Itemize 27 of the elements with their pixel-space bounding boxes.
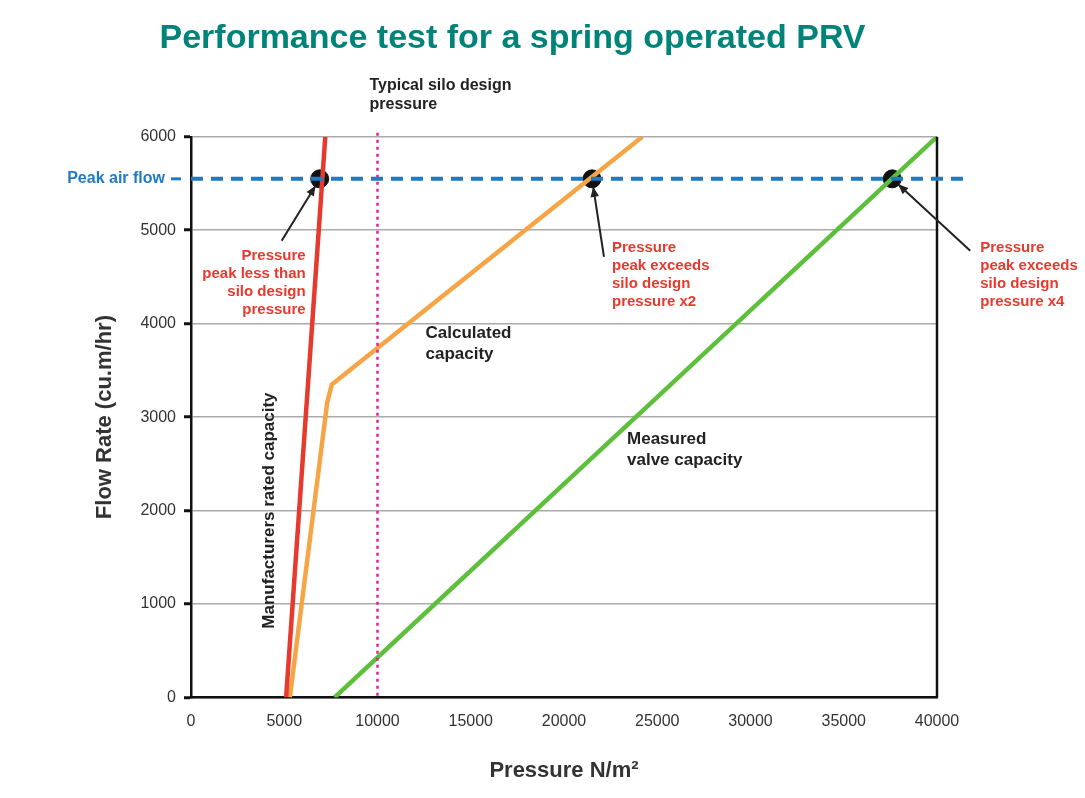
y-tick-label: 5000 [140,220,177,238]
annotation: Manufacturers rated capacity [258,391,278,629]
annotation: Calculated capacity [425,323,512,364]
x-tick-label: 40000 [914,712,960,730]
annotation: Pressure peak exceeds silo design pressure x4 [980,238,1078,310]
annotation: Measured valve capacity [627,429,743,470]
x-tick-label: 15000 [448,712,494,730]
x-tick-label: 20000 [541,712,587,730]
x-tick-label: 10000 [355,712,400,730]
x-axis-title: Pressure N/m² [489,756,639,782]
x-tick-label: 25000 [635,712,680,730]
annotation: Pressure peak exceeds silo design pressure x2 [611,238,710,310]
x-tick-label: 5000 [266,712,303,730]
ref-line-label: Typical silo design pressure [369,75,512,112]
y-tick-label: 4000 [140,314,177,332]
y-tick-label: 1000 [140,594,177,612]
y-tick-label: 3000 [140,407,177,425]
y-tick-label: 2000 [140,500,177,518]
x-tick-label: 30000 [728,712,773,730]
y-tick-label: 6000 [140,127,177,145]
x-tick-label: 0 [186,712,196,730]
ref-line-label: Peak air flow [67,169,166,187]
x-tick-label: 35000 [821,712,867,730]
chart-title: Performance test for a spring operated PRV [159,16,866,55]
annotation: Pressure peak less than silo design pressure [202,246,306,318]
y-axis-title: Flow Rate (cu.m/hr) [91,315,117,520]
y-tick-label: 0 [167,687,177,705]
